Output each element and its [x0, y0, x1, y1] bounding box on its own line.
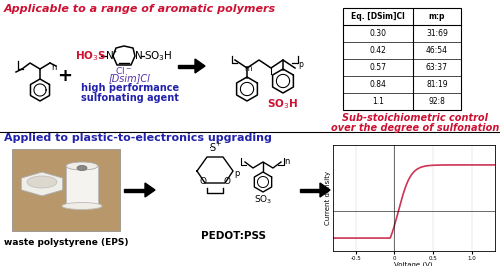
Text: 31:69: 31:69	[426, 29, 448, 38]
Bar	[124, 189, 145, 192]
Text: 1.1: 1.1	[372, 97, 384, 106]
Polygon shape	[145, 183, 155, 197]
Ellipse shape	[66, 162, 98, 170]
Text: 0.30: 0.30	[370, 29, 386, 38]
Ellipse shape	[62, 202, 102, 210]
Bar	[178, 64, 195, 68]
Text: 46:54: 46:54	[426, 46, 448, 55]
X-axis label: Voltage (V): Voltage (V)	[394, 262, 433, 266]
Text: m: m	[244, 64, 252, 73]
Text: 81:19: 81:19	[426, 80, 448, 89]
Polygon shape	[195, 59, 205, 73]
Text: 92:8: 92:8	[428, 97, 446, 106]
Text: 0.42: 0.42	[370, 46, 386, 55]
Text: Applied to plastic-to-electronics upgrading: Applied to plastic-to-electronics upgrad…	[4, 134, 272, 143]
Text: Eq. [DSim]Cl: Eq. [DSim]Cl	[351, 12, 405, 21]
Bar	[343, 8, 461, 110]
Bar	[300, 189, 320, 192]
Text: Integrated in PV and OECT: Integrated in PV and OECT	[352, 234, 478, 243]
Text: Cl$^-$: Cl$^-$	[115, 64, 132, 76]
Text: waste polystyrene (EPS): waste polystyrene (EPS)	[4, 238, 128, 247]
Text: O: O	[224, 177, 230, 185]
Text: Sub-stoichiometric control: Sub-stoichiometric control	[342, 113, 488, 123]
Text: n: n	[284, 157, 290, 166]
Text: m:p: m:p	[429, 12, 446, 21]
Text: O: O	[200, 177, 206, 185]
Text: HO$_3$S: HO$_3$S	[75, 49, 106, 63]
Text: SO$_3$H: SO$_3$H	[144, 49, 172, 63]
Text: N: N	[106, 51, 114, 61]
Bar	[12, 149, 120, 231]
Text: SO$_3$H: SO$_3$H	[268, 97, 298, 111]
Y-axis label: Current density: Current density	[325, 171, 331, 225]
Text: n: n	[51, 63, 57, 72]
Text: sulfonating agent: sulfonating agent	[81, 93, 179, 103]
Text: high performance: high performance	[81, 83, 179, 93]
Text: $\cdot\!$S$\!^+$: $\cdot\!$S$\!^+$	[208, 141, 222, 154]
Ellipse shape	[27, 176, 57, 188]
Polygon shape	[21, 172, 63, 196]
Text: p: p	[298, 60, 303, 69]
Text: Applicable to a range of aromatic polymers: Applicable to a range of aromatic polyme…	[4, 4, 276, 14]
Text: SO$_3$: SO$_3$	[254, 194, 272, 206]
Ellipse shape	[77, 165, 87, 171]
Text: 0.84: 0.84	[370, 80, 386, 89]
Text: N: N	[135, 51, 143, 61]
Text: [Dsim]Cl: [Dsim]Cl	[109, 73, 151, 83]
Text: +: +	[58, 67, 72, 85]
Polygon shape	[320, 183, 330, 197]
Text: over the degree of sulfonation: over the degree of sulfonation	[331, 123, 499, 133]
Text: $^+$: $^+$	[111, 50, 117, 56]
Bar	[66, 166, 98, 206]
Text: 0.57: 0.57	[370, 63, 386, 72]
Text: 63:37: 63:37	[426, 63, 448, 72]
Text: p: p	[234, 168, 239, 177]
Text: PEDOT:PSS: PEDOT:PSS	[200, 231, 266, 241]
